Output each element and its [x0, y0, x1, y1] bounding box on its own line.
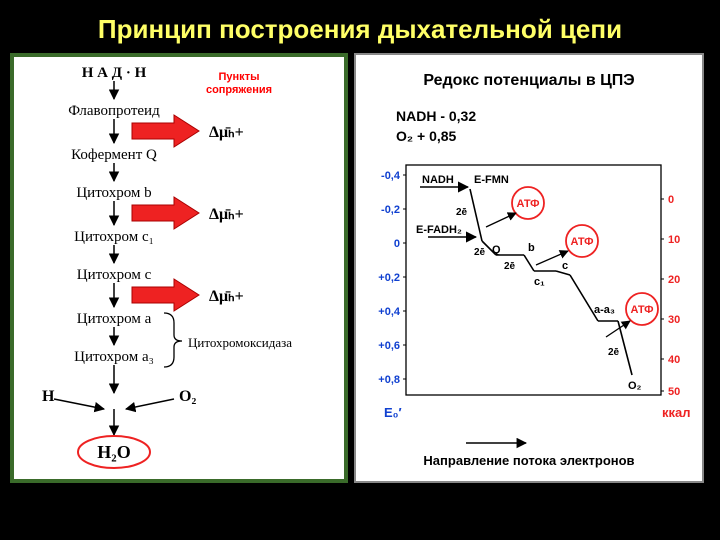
- svg-text:NADH: NADH: [422, 174, 454, 186]
- svg-text:Δμ̄ₕ+: Δμ̄ₕ+: [209, 124, 244, 141]
- svg-text:Цитохром a₃: Цитохром a₃: [74, 349, 154, 365]
- panel-redox: Редокс потенциалы в ЦПЭ NADH - 0,32 O₂ +…: [354, 53, 704, 483]
- slide-title: Принцип построения дыхательной цепи: [0, 0, 720, 53]
- svg-text:АТФ: АТФ: [516, 198, 539, 210]
- svg-text:Цитохромоксидаза: Цитохромоксидаза: [188, 335, 292, 350]
- svg-text:Цитохром c: Цитохром c: [77, 267, 152, 283]
- svg-text:E-FMN: E-FMN: [474, 174, 509, 186]
- svg-text:H₂O: H₂O: [97, 442, 130, 462]
- svg-text:c: c: [562, 260, 568, 272]
- svg-text:Δμ̄ₕ+: Δμ̄ₕ+: [209, 288, 244, 305]
- svg-text:Флавопротеид: Флавопротеид: [68, 103, 160, 119]
- svg-text:O₂ + 0,85: O₂ + 0,85: [396, 128, 457, 144]
- svg-text:H: H: [42, 388, 55, 405]
- svg-text:40: 40: [668, 354, 680, 366]
- svg-text:ккал: ккал: [662, 405, 691, 420]
- svg-text:АТФ: АТФ: [570, 236, 593, 248]
- svg-text:10: 10: [668, 234, 680, 246]
- panels: Н А Д · Н Флавопротеид Кофермент Q Цитох…: [0, 53, 720, 483]
- svg-text:Направление потока электронов: Направление потока электронов: [423, 453, 634, 468]
- svg-text:Цитохром c₁: Цитохром c₁: [74, 229, 154, 245]
- svg-text:E-FADH₂: E-FADH₂: [416, 224, 462, 236]
- svg-text:O₂: O₂: [179, 388, 196, 405]
- redox-chart: Редокс потенциалы в ЦПЭ NADH - 0,32 O₂ +…: [356, 55, 702, 481]
- svg-text:O₂: O₂: [628, 380, 642, 392]
- svg-text:-0,4: -0,4: [381, 170, 401, 182]
- svg-text:E₀′: E₀′: [384, 405, 402, 420]
- panel-chain: Н А Д · Н Флавопротеид Кофермент Q Цитох…: [10, 53, 348, 483]
- svg-text:+0,2: +0,2: [378, 272, 400, 284]
- svg-text:АТФ: АТФ: [630, 304, 653, 316]
- svg-text:2ē: 2ē: [456, 207, 468, 218]
- svg-text:2ē: 2ē: [504, 261, 516, 272]
- svg-text:Δμ̄ₕ+: Δμ̄ₕ+: [209, 206, 244, 223]
- chain-diagram: Н А Д · Н Флавопротеид Кофермент Q Цитох…: [14, 57, 344, 479]
- svg-text:Редокс потенциалы в ЦПЭ: Редокс потенциалы в ЦПЭ: [423, 72, 634, 89]
- svg-text:2ē: 2ē: [608, 347, 620, 358]
- svg-text:Н А Д · Н: Н А Д · Н: [82, 65, 147, 81]
- svg-text:+0,8: +0,8: [378, 374, 400, 386]
- svg-text:Q: Q: [492, 244, 501, 256]
- svg-text:c₁: c₁: [534, 276, 545, 288]
- svg-text:0: 0: [394, 238, 400, 250]
- svg-text:20: 20: [668, 274, 680, 286]
- svg-text:a-a₃: a-a₃: [594, 304, 615, 316]
- svg-text:0: 0: [668, 194, 674, 206]
- svg-text:30: 30: [668, 314, 680, 326]
- svg-text:+0,6: +0,6: [378, 340, 400, 352]
- svg-text:Цитохром a: Цитохром a: [77, 311, 152, 327]
- coupling-label: Пункты сопряжения: [184, 71, 294, 96]
- svg-text:Цитохром b: Цитохром b: [76, 185, 151, 201]
- svg-text:+0,4: +0,4: [378, 306, 401, 318]
- svg-text:NADH - 0,32: NADH - 0,32: [396, 108, 476, 124]
- svg-text:-0,2: -0,2: [381, 204, 400, 216]
- svg-text:2ē: 2ē: [474, 247, 486, 258]
- svg-text:50: 50: [668, 386, 680, 398]
- svg-text:b: b: [528, 242, 535, 254]
- svg-text:Кофермент Q: Кофермент Q: [71, 147, 157, 163]
